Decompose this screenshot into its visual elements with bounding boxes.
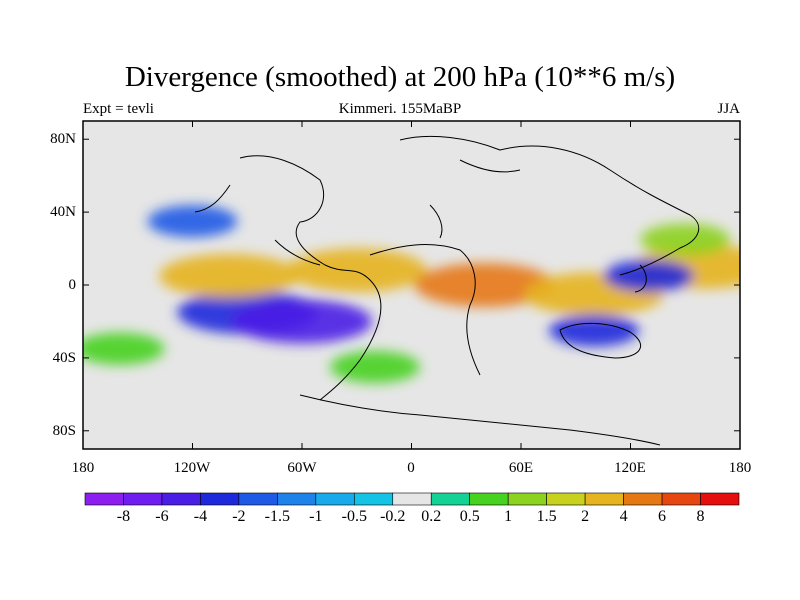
lon-label: 60W	[287, 460, 317, 476]
lon-label: 120E	[614, 460, 646, 476]
field-cell	[147, 205, 238, 238]
colorbar-swatch	[277, 492, 317, 506]
field-cell	[232, 299, 372, 344]
colorbar-swatch	[469, 492, 509, 506]
colorbar-label: 1	[504, 508, 513, 525]
colorbar-label: 0.2	[421, 508, 442, 525]
colorbar-swatch	[430, 492, 471, 506]
colorbar-swatch	[507, 492, 547, 506]
colorbar-swatch	[161, 492, 201, 506]
experiment-label: Expt = tevli	[83, 101, 154, 117]
axis-ticks	[82, 121, 741, 449]
colorbar-label: -6	[155, 508, 169, 525]
colorbar-swatch	[315, 492, 355, 506]
lon-label: 120W	[173, 460, 211, 476]
colorbar-swatch	[546, 492, 586, 506]
lat-label: 0	[68, 277, 77, 293]
colorbar-label: -1.5	[264, 508, 290, 525]
field-cell	[549, 314, 639, 347]
coastlines	[194, 135, 700, 446]
colorbar-swatch	[392, 492, 432, 506]
lat-label: 80S	[52, 423, 76, 439]
colorbar-label: -8	[116, 508, 131, 525]
colorbar-label: 4	[619, 508, 628, 525]
lat-label: 40S	[52, 350, 76, 366]
colorbar-swatch	[700, 492, 740, 506]
lat-label: 40N	[50, 204, 76, 220]
lat-label: 80N	[50, 131, 76, 147]
colorbar-swatch	[623, 492, 663, 506]
period-label: Kimmeri. 155MaBP	[338, 101, 462, 117]
lon-label: 60E	[508, 460, 534, 476]
field-cell	[330, 351, 420, 383]
lon-label: 180	[728, 460, 752, 476]
colorbar-swatch	[661, 492, 701, 506]
colorbar-swatch	[238, 492, 278, 506]
colorbar-label: -1	[309, 508, 323, 525]
colorbar-swatch	[123, 492, 163, 506]
field-cell	[159, 253, 299, 298]
divergence-field	[83, 205, 740, 383]
colorbar-swatch	[584, 492, 624, 506]
chart-title: Divergence (smoothed) at 200 hPa (10**6 …	[124, 61, 676, 93]
field-cell	[83, 332, 165, 365]
colorbar-label: 8	[696, 508, 705, 525]
colorbar-label: 1.5	[536, 508, 557, 525]
field-cell	[640, 223, 731, 256]
colorbar-swatch	[84, 492, 124, 506]
lon-label: 180	[71, 460, 95, 476]
colorbar-label: -2	[232, 508, 246, 525]
colorbar-label: 0.5	[459, 508, 480, 525]
colorbar-swatch	[353, 492, 394, 506]
colorbar-label: 2	[581, 508, 590, 525]
field-cell	[603, 259, 694, 292]
field-cell	[286, 248, 427, 293]
colorbar-label: 6	[658, 508, 667, 525]
colorbar-swatch	[200, 492, 240, 506]
colorbar	[84, 492, 740, 506]
season-label: JJA	[717, 101, 740, 117]
field-cell	[414, 263, 555, 307]
colorbar-label: -0.2	[380, 508, 406, 525]
colorbar-label: -0.5	[341, 508, 367, 525]
colorbar-label: -4	[193, 508, 208, 525]
lon-label: 0	[407, 460, 415, 476]
